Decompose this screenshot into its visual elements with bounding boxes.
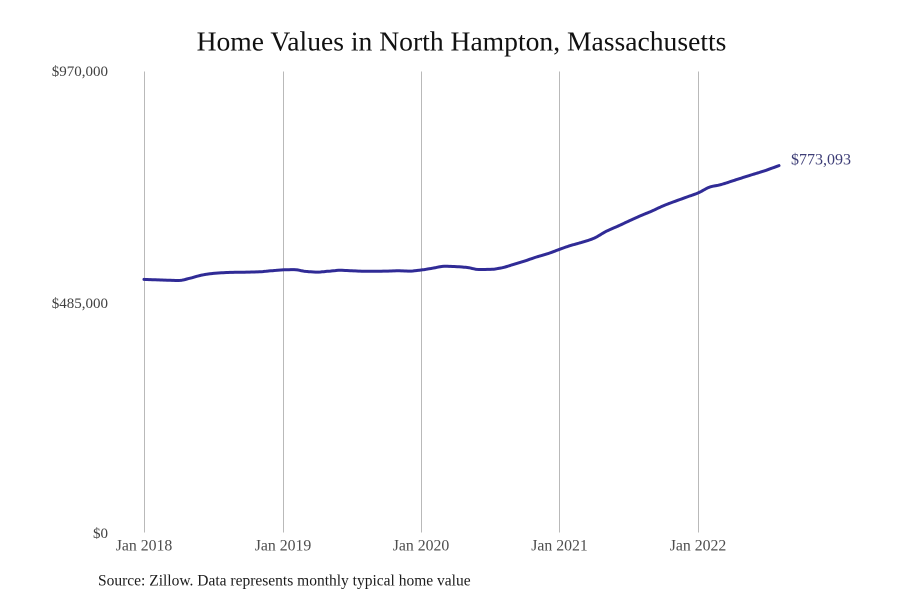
svg-text:Jan 2019: Jan 2019 <box>255 538 312 555</box>
svg-text:Jan 2020: Jan 2020 <box>393 538 450 555</box>
svg-text:$0: $0 <box>93 526 108 542</box>
svg-text:Home Values in North Hampton,: Home Values in North Hampton, Massachuse… <box>197 26 727 57</box>
svg-text:Jan 2022: Jan 2022 <box>670 538 727 555</box>
svg-text:$970,000: $970,000 <box>52 64 108 80</box>
svg-text:Jan 2021: Jan 2021 <box>531 538 588 555</box>
svg-text:Jan 2018: Jan 2018 <box>116 538 173 555</box>
svg-text:Source: Zillow. Data represent: Source: Zillow. Data represents monthly … <box>98 573 471 590</box>
svg-text:$773,093: $773,093 <box>791 152 851 169</box>
svg-text:$485,000: $485,000 <box>52 296 108 312</box>
